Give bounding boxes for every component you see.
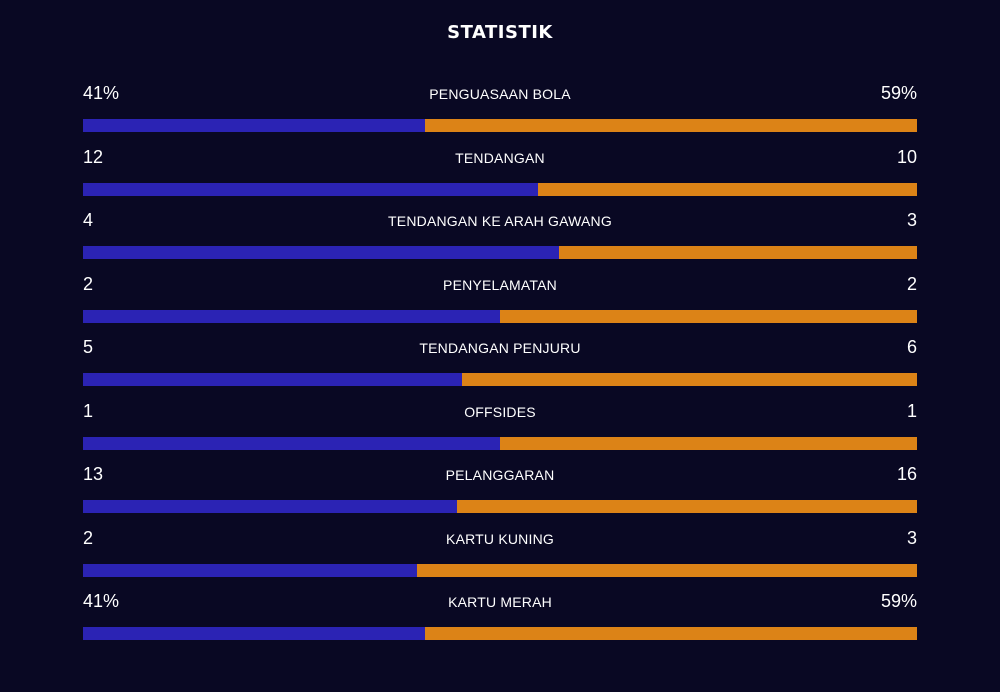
stat-header: 2 PENYELAMATAN 2 (83, 271, 917, 297)
stat-row: 41% KARTU MERAH 59% (83, 588, 917, 652)
home-value: 12 (83, 146, 104, 167)
away-bar (500, 436, 917, 450)
away-bar (537, 182, 917, 196)
stat-row: 4 TENDANGAN KE ARAH GAWANG 3 (83, 207, 917, 271)
home-value: 5 (83, 337, 94, 357)
stat-header: 2 KARTU KUNING 3 (83, 525, 917, 551)
away-bar (424, 627, 917, 640)
away-value: 59% (880, 591, 917, 611)
stat-label: PENYELAMATAN (443, 276, 557, 293)
stat-header: 12 TENDANGAN 10 (83, 144, 917, 170)
away-value: 10 (896, 146, 917, 167)
stat-header: 41% KARTU MERAH 59% (83, 588, 917, 614)
home-bar (83, 309, 500, 323)
home-value: 2 (83, 273, 94, 294)
home-bar (83, 246, 560, 259)
stat-header: 13 PELANGGARAN 16 (83, 461, 917, 487)
away-bar (559, 246, 917, 259)
away-value: 6 (906, 337, 917, 357)
stat-header: 41% PENGUASAAN BOLA 59% (83, 80, 917, 106)
home-bar (83, 627, 425, 640)
stat-header: 1 OFFSIDES 1 (83, 398, 917, 424)
home-bar (83, 500, 457, 513)
home-bar (83, 119, 425, 132)
comparison-bar (83, 309, 917, 323)
away-value: 1 (906, 400, 917, 421)
away-bar (500, 309, 917, 323)
home-bar (83, 563, 417, 577)
home-value: 2 (83, 527, 94, 548)
comparison-bar (83, 119, 917, 132)
comparison-bar (83, 182, 917, 196)
stat-label: PELANGGARAN (445, 467, 555, 483)
away-value: 59% (880, 83, 917, 103)
away-bar (462, 373, 917, 386)
stat-row: 5 TENDANGAN PENJURU 6 (83, 334, 917, 398)
stat-row: 12 TENDANGAN 10 (83, 144, 917, 208)
home-value: 41% (83, 591, 120, 611)
away-bar (456, 500, 917, 513)
away-value: 3 (906, 210, 917, 230)
comparison-bar (83, 373, 917, 386)
stat-header: 4 TENDANGAN KE ARAH GAWANG 3 (83, 207, 917, 233)
stat-row: 41% PENGUASAAN BOLA 59% (83, 80, 917, 144)
home-value: 13 (83, 464, 104, 484)
stat-label: TENDANGAN KE ARAH GAWANG (388, 213, 612, 229)
home-value: 41% (83, 83, 120, 103)
comparison-bar (83, 500, 917, 513)
stat-label: OFFSIDES (464, 403, 536, 420)
stat-row: 2 PENYELAMATAN 2 (83, 271, 917, 335)
comparison-bar (83, 627, 917, 640)
home-value: 4 (83, 210, 94, 230)
stat-row: 2 KARTU KUNING 3 (83, 525, 917, 589)
stat-header: 5 TENDANGAN PENJURU 6 (83, 334, 917, 360)
away-value: 2 (906, 273, 917, 294)
home-bar (83, 436, 500, 450)
stat-label: TENDANGAN (455, 149, 545, 166)
stats-title: STATISTIK (447, 22, 553, 43)
stat-label: KARTU MERAH (448, 594, 552, 610)
comparison-bar (83, 246, 917, 259)
home-value: 1 (83, 400, 94, 421)
stat-label: PENGUASAAN BOLA (429, 86, 571, 102)
away-bar (424, 119, 917, 132)
home-bar (83, 373, 463, 386)
comparison-bar (83, 563, 917, 577)
stat-label: TENDANGAN PENJURU (419, 340, 581, 356)
stat-row: 1 OFFSIDES 1 (83, 398, 917, 462)
away-value: 16 (896, 464, 917, 484)
comparison-bar (83, 436, 917, 450)
stats-panel: 41% PENGUASAAN BOLA 59% 12 TENDANGAN 10 4 TENDA… (83, 80, 917, 652)
stat-label: KARTU KUNING (446, 530, 554, 547)
away-value: 3 (906, 527, 917, 548)
home-bar (83, 182, 538, 196)
away-bar (416, 563, 917, 577)
stat-row: 13 PELANGGARAN 16 (83, 461, 917, 525)
